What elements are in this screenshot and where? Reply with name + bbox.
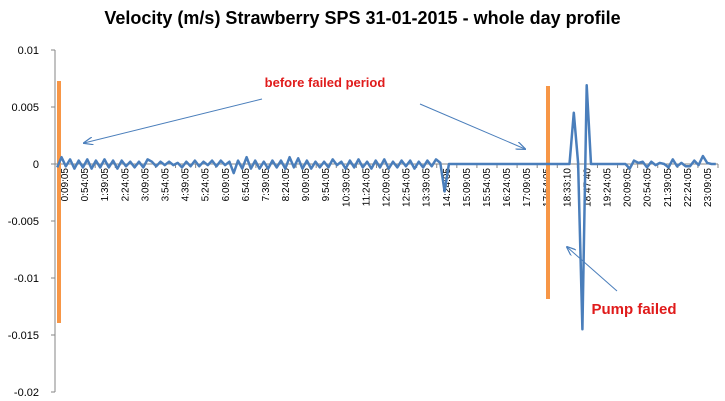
x-tick-label: 8:24:05 [281,168,292,202]
x-tick-label: 0:54:05 [80,168,91,202]
x-tick-label: 16:24:05 [502,168,513,207]
x-tick-label: 23:09:05 [703,168,714,207]
y-tick-label: 0.005 [11,102,39,114]
x-tick-label: 2:24:05 [120,168,131,202]
x-tick-label: 15:54:05 [482,168,493,207]
x-tick-label: 17:09:05 [522,168,533,207]
x-tick-label: 21:39:05 [663,168,674,207]
x-tick-label: 11:24:05 [361,168,372,207]
x-tick-label: 18:47:40 [582,168,593,207]
x-tick-label: 15:09:05 [462,168,473,207]
x-tick-label: 0:09:05 [60,168,71,202]
chart-title: Velocity (m/s) Strawberry SPS 31-01-2015… [104,8,621,28]
x-tick-label: 19:24:05 [603,168,614,207]
y-tick-label: -0.005 [8,216,39,228]
y-tick-label: -0.015 [8,330,39,342]
arrow-to-failure-start [419,103,525,149]
x-tick-label: 1:39:05 [100,168,111,202]
x-tick-label: 18:33:10 [562,168,573,207]
y-tick-label: 0 [33,159,39,171]
x-tick-label: 13:39:05 [422,168,433,207]
x-tick-label: 5:24:05 [201,168,212,202]
x-tick-label: 12:54:05 [402,168,413,207]
x-tick-label: 3:54:05 [161,168,172,202]
y-tick-label: -0.01 [14,273,39,285]
arrow-to-pump-failure [567,247,618,292]
y-tick-label: -0.02 [14,387,39,399]
arrow-to-start [84,98,263,143]
x-tick-label: 20:09:05 [623,168,634,207]
x-tick-label: 9:09:05 [301,168,312,202]
velocity-series-line [56,84,716,331]
x-tick-label: 20:54:05 [643,168,654,207]
x-tick-label: 4:39:05 [181,168,192,202]
x-tick-label: 22:24:05 [683,168,694,207]
x-tick-label: 12:09:05 [382,168,393,207]
x-tick-label: 6:54:05 [241,168,252,202]
annotation-before-failed-period: before failed period [265,75,386,90]
x-tick-label: 6:09:05 [221,168,232,202]
y-tick-label: 0.01 [18,45,39,57]
x-tick-label: 9:54:05 [321,168,332,202]
annotation-pump-failed: Pump failed [591,301,676,318]
x-tick-label: 3:09:05 [140,168,151,202]
x-tick-label: 14:24:05 [442,168,453,207]
x-tick-label: 7:39:05 [261,168,272,202]
x-tick-label: 10:39:05 [341,168,352,207]
